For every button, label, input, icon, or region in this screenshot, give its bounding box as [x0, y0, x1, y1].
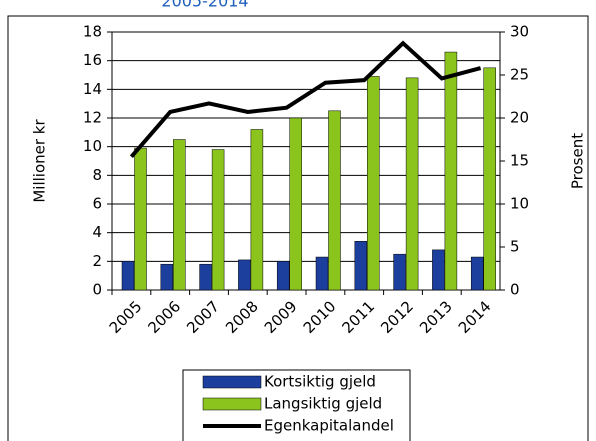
- bar: [289, 117, 302, 291]
- y2-tick-label: 20: [510, 109, 529, 127]
- y-axis-label: Millioner kr: [31, 119, 49, 203]
- y-tick-label: 10: [83, 137, 102, 155]
- legend-label: Kortsiktig gjeld: [264, 373, 376, 391]
- x-tick-label: 2013: [416, 297, 456, 337]
- y2-axis-label: Prosent: [569, 133, 587, 189]
- x-tick-label: 2005: [106, 297, 146, 337]
- bar: [483, 67, 496, 291]
- bar: [121, 261, 135, 291]
- x-tick-label: 2006: [144, 297, 184, 337]
- legend-swatch: [202, 375, 262, 389]
- bar: [470, 256, 484, 291]
- x-tick-label: 2011: [338, 297, 378, 337]
- bar: [393, 253, 406, 291]
- bar: [315, 256, 329, 291]
- bar: [432, 249, 445, 291]
- bar: [276, 261, 290, 291]
- y2-tick-label: 30: [510, 23, 529, 41]
- x-tick-label: 2014: [455, 297, 495, 337]
- y2-tick-label: 15: [510, 152, 529, 170]
- line: [129, 40, 482, 159]
- y-tick-label: 8: [92, 166, 102, 184]
- chart-title: 2005-2014: [161, 0, 248, 11]
- bar: [173, 139, 186, 291]
- bar: [199, 263, 212, 291]
- y-tick-label: 18: [83, 23, 102, 41]
- bar: [250, 129, 264, 291]
- bar: [238, 259, 251, 291]
- x-tick-label: 2009: [261, 297, 301, 337]
- bar: [367, 76, 380, 291]
- x-tick-label: 2010: [300, 297, 340, 337]
- legend-swatch: [202, 397, 262, 411]
- bar: [211, 149, 225, 291]
- bar: [405, 77, 419, 291]
- bar: [328, 110, 341, 291]
- y2-tick-label: 5: [510, 238, 520, 256]
- y-tick-label: 12: [83, 109, 102, 127]
- bar: [354, 241, 368, 291]
- x-tick-label: 2008: [222, 297, 262, 337]
- bar: [134, 147, 147, 291]
- legend-label: Egenkapitalandel: [264, 417, 394, 435]
- bar: [444, 51, 458, 291]
- x-tick-label: 2007: [183, 297, 223, 337]
- y-tick-label: 6: [92, 195, 102, 213]
- y-tick-label: 0: [92, 281, 102, 299]
- y-tick-label: 14: [83, 80, 102, 98]
- bar: [160, 263, 174, 291]
- y-tick-label: 16: [83, 51, 102, 69]
- y2-tick-label: 10: [510, 195, 529, 213]
- legend-label: Langsiktig gjeld: [264, 395, 382, 413]
- y-tick-label: 2: [92, 252, 102, 270]
- y2-tick-label: 25: [510, 66, 529, 84]
- y-tick-label: 4: [92, 223, 102, 241]
- y2-tick-label: 0: [510, 281, 520, 299]
- x-tick-label: 2012: [377, 297, 417, 337]
- chart-border: [7, 15, 589, 441]
